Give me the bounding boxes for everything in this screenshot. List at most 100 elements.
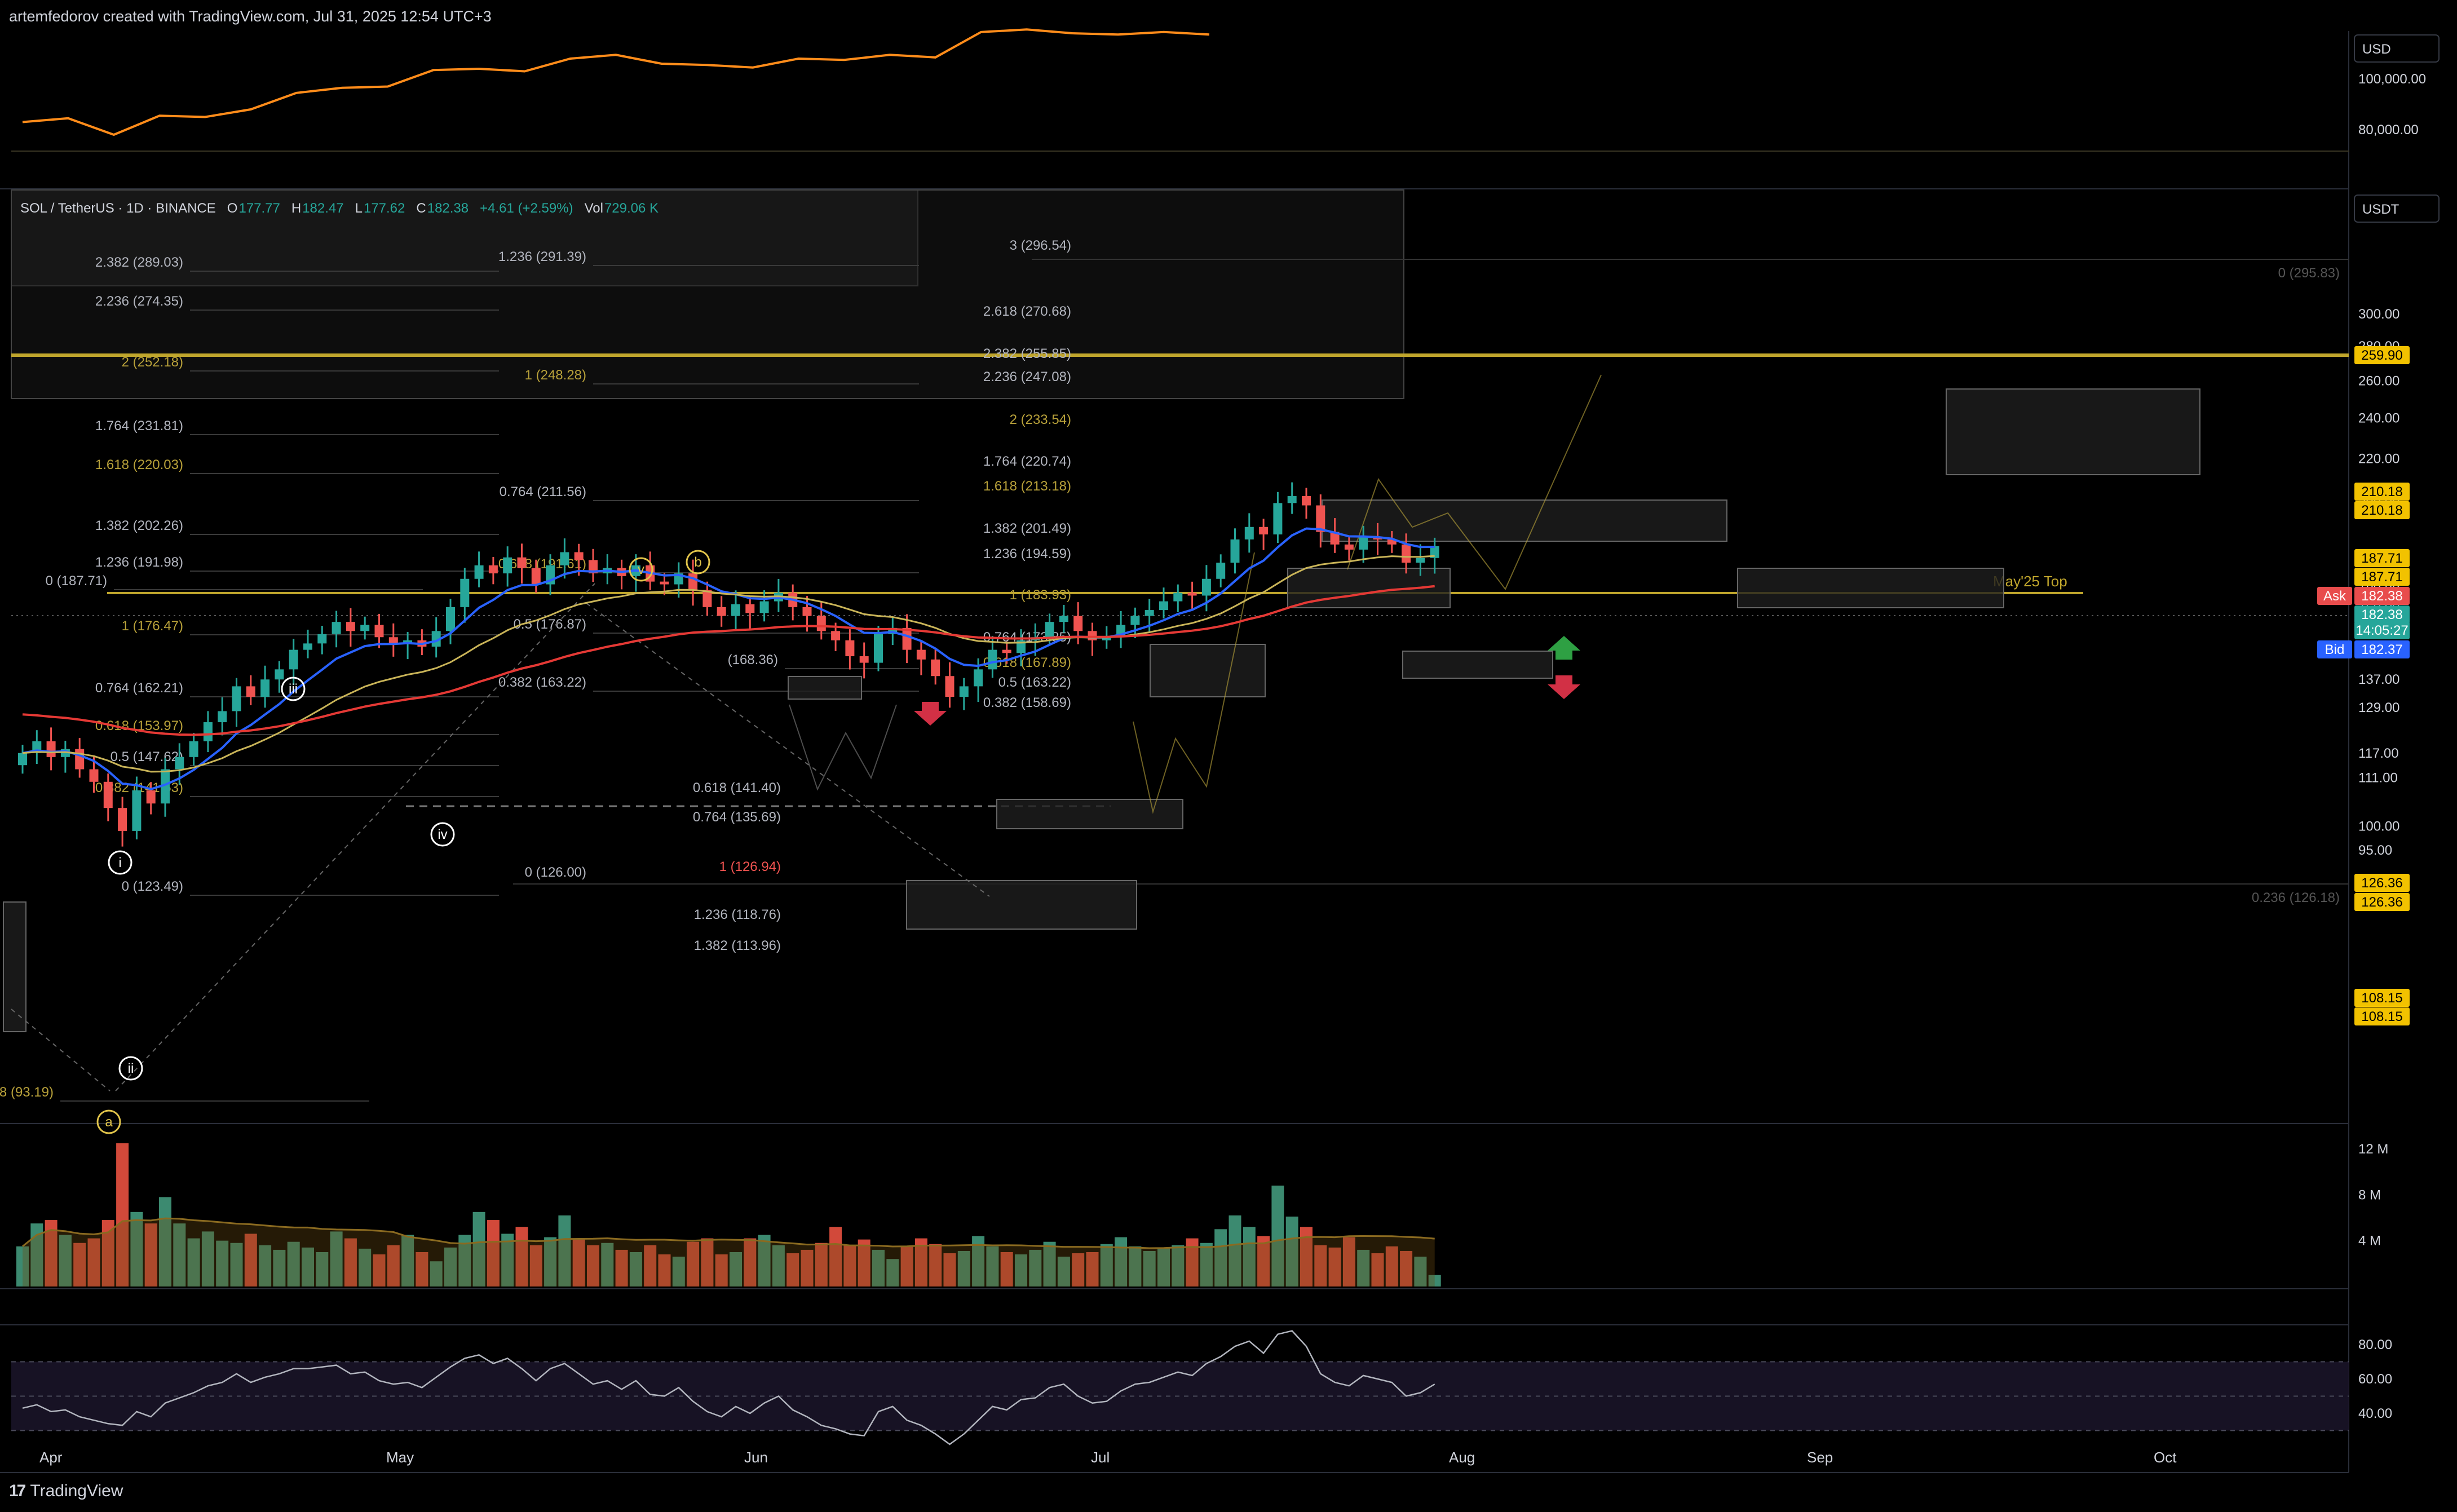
candle-body — [874, 634, 883, 663]
currency-usdt-button[interactable] — [2354, 194, 2440, 223]
volume-bar — [187, 1238, 200, 1286]
symbol-legend-c: 182.38 — [427, 201, 469, 216]
btc-currency-label: USD — [2362, 42, 2391, 57]
symbol-legend-o: 177.77 — [238, 201, 280, 216]
last-price-tag-text: 182.38 — [2361, 607, 2402, 622]
candle — [189, 733, 198, 766]
candle-body — [275, 669, 284, 680]
price-axis-tick: 95.00 — [2358, 843, 2392, 858]
currency-usd-button[interactable] — [2354, 34, 2440, 63]
candle — [60, 740, 70, 773]
candle — [1116, 611, 1126, 648]
candle-body — [845, 640, 855, 657]
candle-body — [731, 604, 740, 616]
candle — [1088, 622, 1097, 656]
candle — [460, 568, 470, 623]
wave-label-text: a — [105, 1115, 113, 1130]
candle — [346, 608, 355, 647]
fib-label-mid: 0.618 (167.89) — [983, 655, 1071, 670]
tradingview-logo[interactable]: 17 TradingView — [9, 1482, 123, 1501]
candle-body — [75, 749, 85, 770]
volume-axis-tick: 12 M — [2358, 1142, 2388, 1157]
candle-body — [161, 769, 170, 804]
candle — [617, 559, 626, 590]
tradingview-mark-icon: 17 — [9, 1482, 26, 1500]
volume-bar — [1086, 1252, 1099, 1286]
volume-bar — [216, 1240, 229, 1286]
fib-label-left: 0.382 (163.22) — [498, 675, 586, 690]
candle-body — [232, 686, 241, 711]
candle-body — [1273, 503, 1283, 534]
candle-body — [517, 557, 527, 568]
candle — [646, 551, 655, 590]
volume-bar — [30, 1223, 43, 1286]
volume-bar — [515, 1227, 528, 1286]
zone-box — [1946, 388, 2200, 475]
candle — [1159, 587, 1168, 619]
candle-body — [1259, 527, 1269, 534]
candle — [717, 596, 726, 627]
fib-right-bottom-label: 0.236 (126.18) — [2252, 890, 2340, 905]
candle-body — [446, 607, 455, 631]
fib-label-mid: 0.618 (141.40) — [693, 780, 781, 795]
volume-bar — [1172, 1245, 1185, 1286]
volume-bar — [986, 1246, 999, 1286]
volume-bar — [1314, 1245, 1327, 1286]
candle — [232, 678, 241, 727]
candle — [218, 697, 227, 736]
candle-body — [1216, 563, 1226, 579]
candle-body — [332, 622, 341, 634]
chart-caption: artemfedorov created with TradingView.co… — [9, 8, 492, 25]
trend-dashed-line — [586, 603, 990, 897]
candle-body — [1302, 496, 1311, 506]
candle-body — [1187, 593, 1197, 596]
candle-body — [388, 637, 398, 644]
time-axis-tick: Oct — [2154, 1449, 2177, 1466]
price-tag-210-text: 210.18 — [2361, 484, 2402, 499]
ema-mid-line — [22, 555, 1435, 773]
candle — [931, 648, 940, 685]
candle-body — [1430, 546, 1439, 558]
volume-bar — [1057, 1257, 1070, 1286]
price-tag-210-bg — [2354, 501, 2410, 519]
candle-body — [902, 627, 912, 650]
candle-body — [759, 601, 769, 613]
rsi-axis-tick: 80.00 — [2358, 1337, 2392, 1352]
fib-label-left: 0 (187.71) — [46, 573, 107, 589]
candle — [260, 665, 270, 708]
volume-bar — [1072, 1253, 1085, 1286]
candle-body — [346, 622, 355, 631]
wave-label-ring — [118, 1056, 143, 1081]
candle — [1430, 537, 1439, 574]
candle — [731, 590, 740, 630]
candle-body — [717, 607, 726, 616]
price-tag-126-bg — [2354, 874, 2410, 892]
time-axis-tick: Aug — [1449, 1449, 1475, 1466]
volume-bar — [1200, 1243, 1213, 1286]
candle — [902, 614, 912, 664]
candle-body — [360, 625, 370, 631]
fib-label-left: 0.764 (211.56) — [500, 484, 586, 499]
volume-bar — [758, 1235, 771, 1286]
volume-pane: 12 M 8 M 4 M — [16, 1142, 2388, 1286]
price-axis-tick: 100.00 — [2358, 819, 2399, 834]
candle — [603, 554, 612, 585]
symbol-legend-symbol: SOL / TetherUS · 1D · BINANCE — [20, 201, 216, 216]
fib-label-mid: 1.236 (118.76) — [694, 907, 781, 922]
candle-body — [816, 616, 826, 631]
volume-bar — [1029, 1249, 1042, 1286]
wave-label-ring — [430, 822, 455, 847]
candle — [246, 675, 255, 706]
symbol-legend-change: +4.61 (+2.59%) — [480, 201, 573, 216]
price-axis-tick: 137.00 — [2358, 672, 2399, 687]
price-tag-108: 108.15 — [2354, 989, 2410, 1007]
zone-box — [1402, 651, 1553, 679]
bar-countdown-tag: 14:05:27 — [2354, 621, 2410, 639]
candle-body — [1130, 616, 1140, 625]
candle — [46, 727, 56, 771]
price-tag-126-bg — [2354, 893, 2410, 911]
price-axis-tick: 240.00 — [2358, 411, 2399, 426]
volume-bar — [943, 1253, 956, 1286]
candle — [503, 546, 512, 587]
